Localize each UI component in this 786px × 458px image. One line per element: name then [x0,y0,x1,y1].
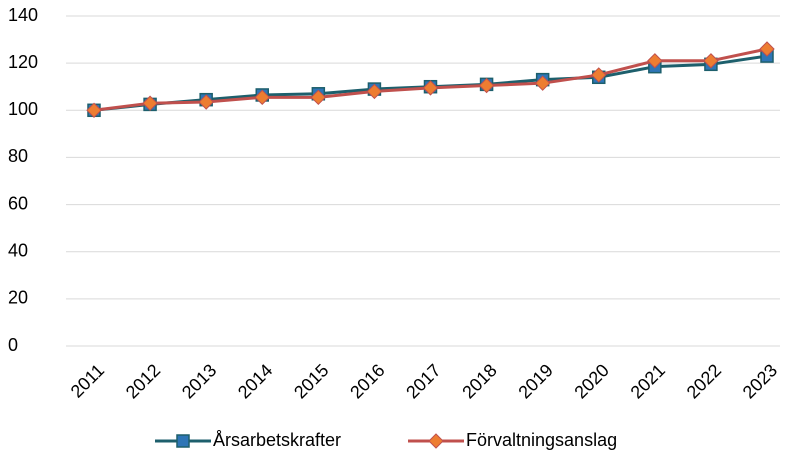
data-point [647,53,663,69]
x-tick-label: 2016 [346,360,388,402]
y-tick-label: 140 [8,5,38,25]
x-tick-label: 2022 [683,360,725,402]
x-tick-label: 2015 [290,360,332,402]
y-tick-label: 100 [8,99,38,119]
legend-item: Årsarbetskrafter [155,430,341,450]
x-tick-label: 2011 [67,360,109,402]
legend-item: Förvaltningsanslag [408,430,617,450]
data-point [478,77,495,94]
data-point [198,94,214,110]
y-tick-label: 120 [8,52,38,72]
y-tick-label: 20 [8,288,28,308]
x-tick-label: 2023 [739,360,781,402]
data-point [591,67,607,83]
data-point [366,83,383,100]
x-tick-label: 2013 [178,360,220,402]
y-tick-label: 0 [8,335,18,355]
x-tick-label: 2021 [627,360,669,402]
x-tick-label: 2012 [122,360,164,402]
y-tick-label: 80 [8,146,28,166]
x-tick-label: 2018 [458,360,500,402]
x-tick-label: 2019 [514,360,556,402]
legend-marker [428,433,444,449]
y-tick-label: 60 [8,193,28,213]
data-point [86,102,102,118]
x-tick-label: 2020 [570,360,612,402]
x-tick-label: 2017 [402,360,444,402]
legend-label: Förvaltningsanslag [466,430,617,450]
data-point [254,89,270,106]
y-tick-label: 40 [8,240,28,260]
data-point [759,41,775,57]
data-point [703,53,719,69]
legend-label: Årsarbetskrafter [213,430,341,450]
x-tick-label: 2014 [234,360,276,402]
data-point [534,75,551,91]
data-point [142,95,158,111]
data-point [310,89,327,106]
data-point [422,80,439,96]
legend-marker [176,434,190,448]
series-line [93,47,768,112]
